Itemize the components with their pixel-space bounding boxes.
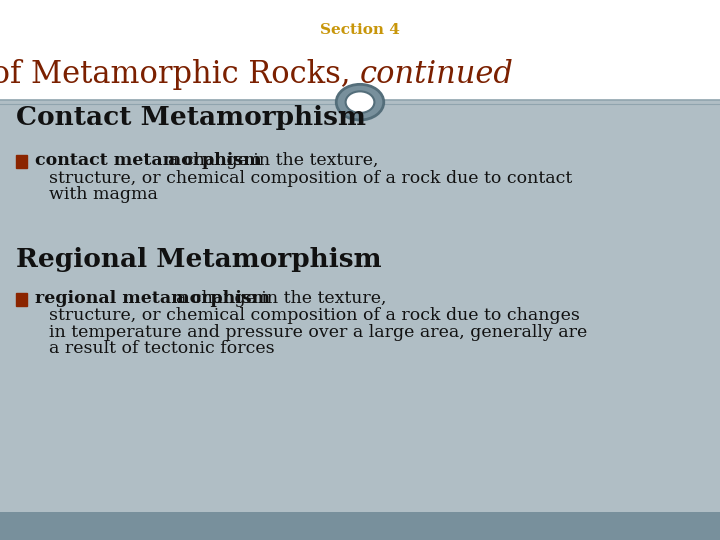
Text: Regional Metamorphism: Regional Metamorphism (16, 247, 382, 272)
Text: in temperature and pressure over a large area, generally are: in temperature and pressure over a large… (49, 323, 588, 341)
Text: with magma: with magma (49, 186, 158, 203)
Text: Formation of Metamorphic Rocks,: Formation of Metamorphic Rocks, (0, 59, 360, 90)
Bar (0, 512, 720, 540)
Circle shape (336, 84, 384, 120)
Text: Contact Metamorphism: Contact Metamorphism (16, 105, 366, 130)
Text: contact metamorphism: contact metamorphism (35, 152, 261, 170)
Text: a change in the texture,: a change in the texture, (176, 290, 387, 307)
Bar (16, 155, 27, 168)
Text: a change in the texture,: a change in the texture, (168, 152, 378, 170)
Text: regional metamorphism: regional metamorphism (35, 290, 270, 307)
Text: Section 4: Section 4 (320, 23, 400, 37)
Bar (0, 100, 720, 512)
Bar (0, 0, 720, 100)
Text: structure, or chemical composition of a rock due to changes: structure, or chemical composition of a … (49, 307, 580, 325)
Bar (16, 293, 27, 306)
Text: structure, or chemical composition of a rock due to contact: structure, or chemical composition of a … (49, 170, 572, 187)
Circle shape (346, 91, 374, 113)
Text: continued: continued (360, 59, 514, 90)
Text: a result of tectonic forces: a result of tectonic forces (49, 340, 274, 357)
